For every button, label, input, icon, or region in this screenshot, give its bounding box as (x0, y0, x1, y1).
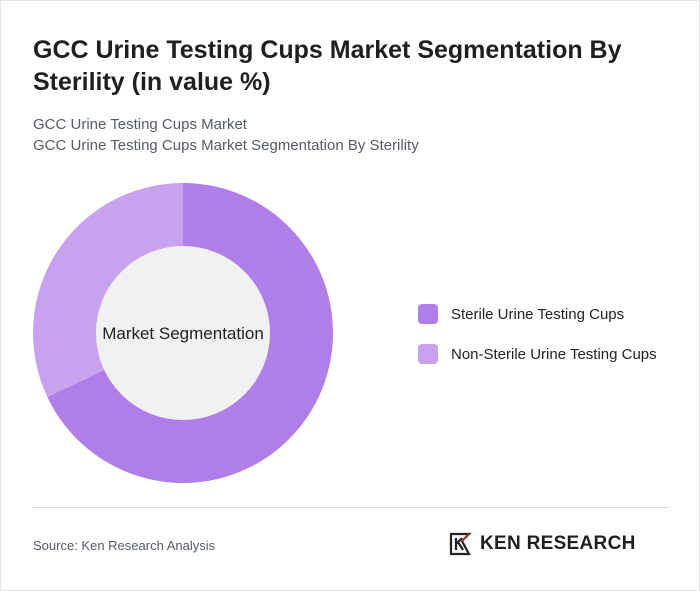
donut-chart: Market Segmentation (33, 183, 333, 483)
legend-item-2: Non-Sterile Urine Testing Cups (418, 343, 657, 365)
donut-hole (96, 246, 270, 420)
chart-title: GCC Urine Testing Cups Market Segmentati… (33, 36, 622, 96)
legend-label: Sterile Urine Testing Cups (451, 305, 625, 323)
footer-divider (33, 507, 669, 508)
subtitle-line-1: GCC Urine Testing Cups Market (33, 116, 247, 133)
subtitle-line-2: GCC Urine Testing Cups Market Segmentati… (33, 137, 419, 154)
chart-legend: Sterile Urine Testing Cups Non-Sterile Ur… (418, 303, 657, 383)
ken-research-logo-icon (449, 532, 472, 556)
legend-swatch (418, 304, 438, 324)
legend-label: Non-Sterile Urine Testing Cups (451, 345, 657, 363)
chart-subtitle: GCC Urine Testing Cups Market GCC Urine … (33, 114, 419, 156)
source-note: Source: Ken Research Analysis (33, 538, 216, 553)
legend-item-1: Sterile Urine Testing Cups (418, 303, 657, 325)
brand-name: KEN RESEARCH (480, 533, 636, 554)
legend-swatch (418, 344, 438, 364)
donut-center-label: Market Segmentation (102, 324, 264, 343)
brand: KEN RESEARCH (448, 532, 636, 556)
